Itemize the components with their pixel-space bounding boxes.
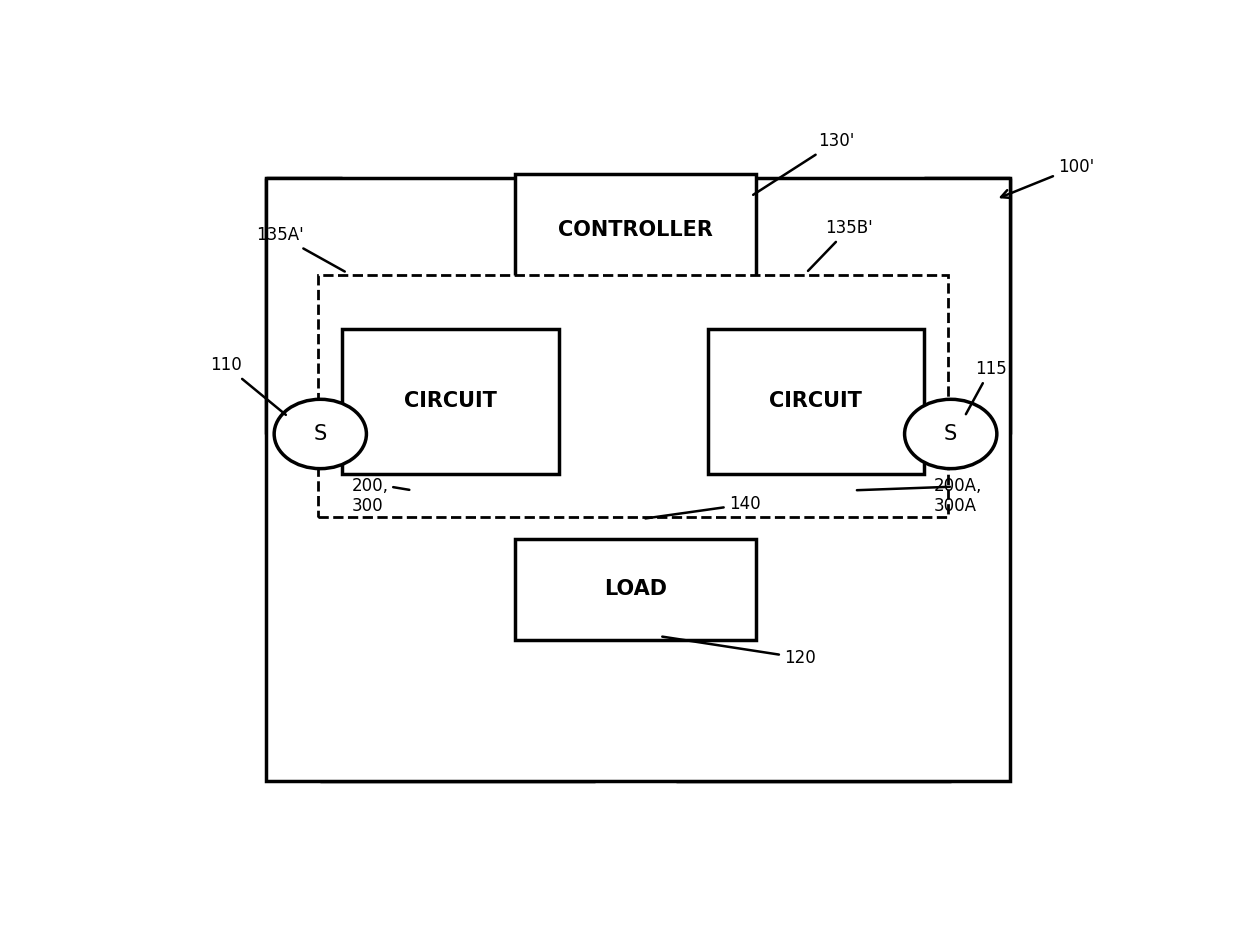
Text: 110: 110 xyxy=(210,356,286,415)
Text: 100': 100' xyxy=(1001,158,1095,198)
Bar xyxy=(516,174,755,286)
Text: 135B': 135B' xyxy=(808,219,873,271)
Text: 140: 140 xyxy=(646,495,761,519)
Text: 135A': 135A' xyxy=(255,226,345,271)
Bar xyxy=(516,538,755,640)
Text: S: S xyxy=(314,424,327,444)
Text: S: S xyxy=(944,424,957,444)
Bar xyxy=(708,329,924,474)
Bar xyxy=(265,177,1011,780)
Text: CIRCUIT: CIRCUIT xyxy=(404,391,497,412)
Bar xyxy=(319,275,947,517)
Text: 200A,
300A: 200A, 300A xyxy=(934,477,982,515)
Text: 115: 115 xyxy=(966,360,1007,415)
Circle shape xyxy=(904,400,997,469)
Circle shape xyxy=(274,400,367,469)
Text: 120: 120 xyxy=(662,637,816,667)
Text: LOAD: LOAD xyxy=(604,580,667,599)
Text: 130': 130' xyxy=(753,132,854,195)
Text: 200,
300: 200, 300 xyxy=(352,477,389,515)
Text: CIRCUIT: CIRCUIT xyxy=(769,391,862,412)
Text: CONTROLLER: CONTROLLER xyxy=(558,219,713,240)
Bar xyxy=(342,329,558,474)
